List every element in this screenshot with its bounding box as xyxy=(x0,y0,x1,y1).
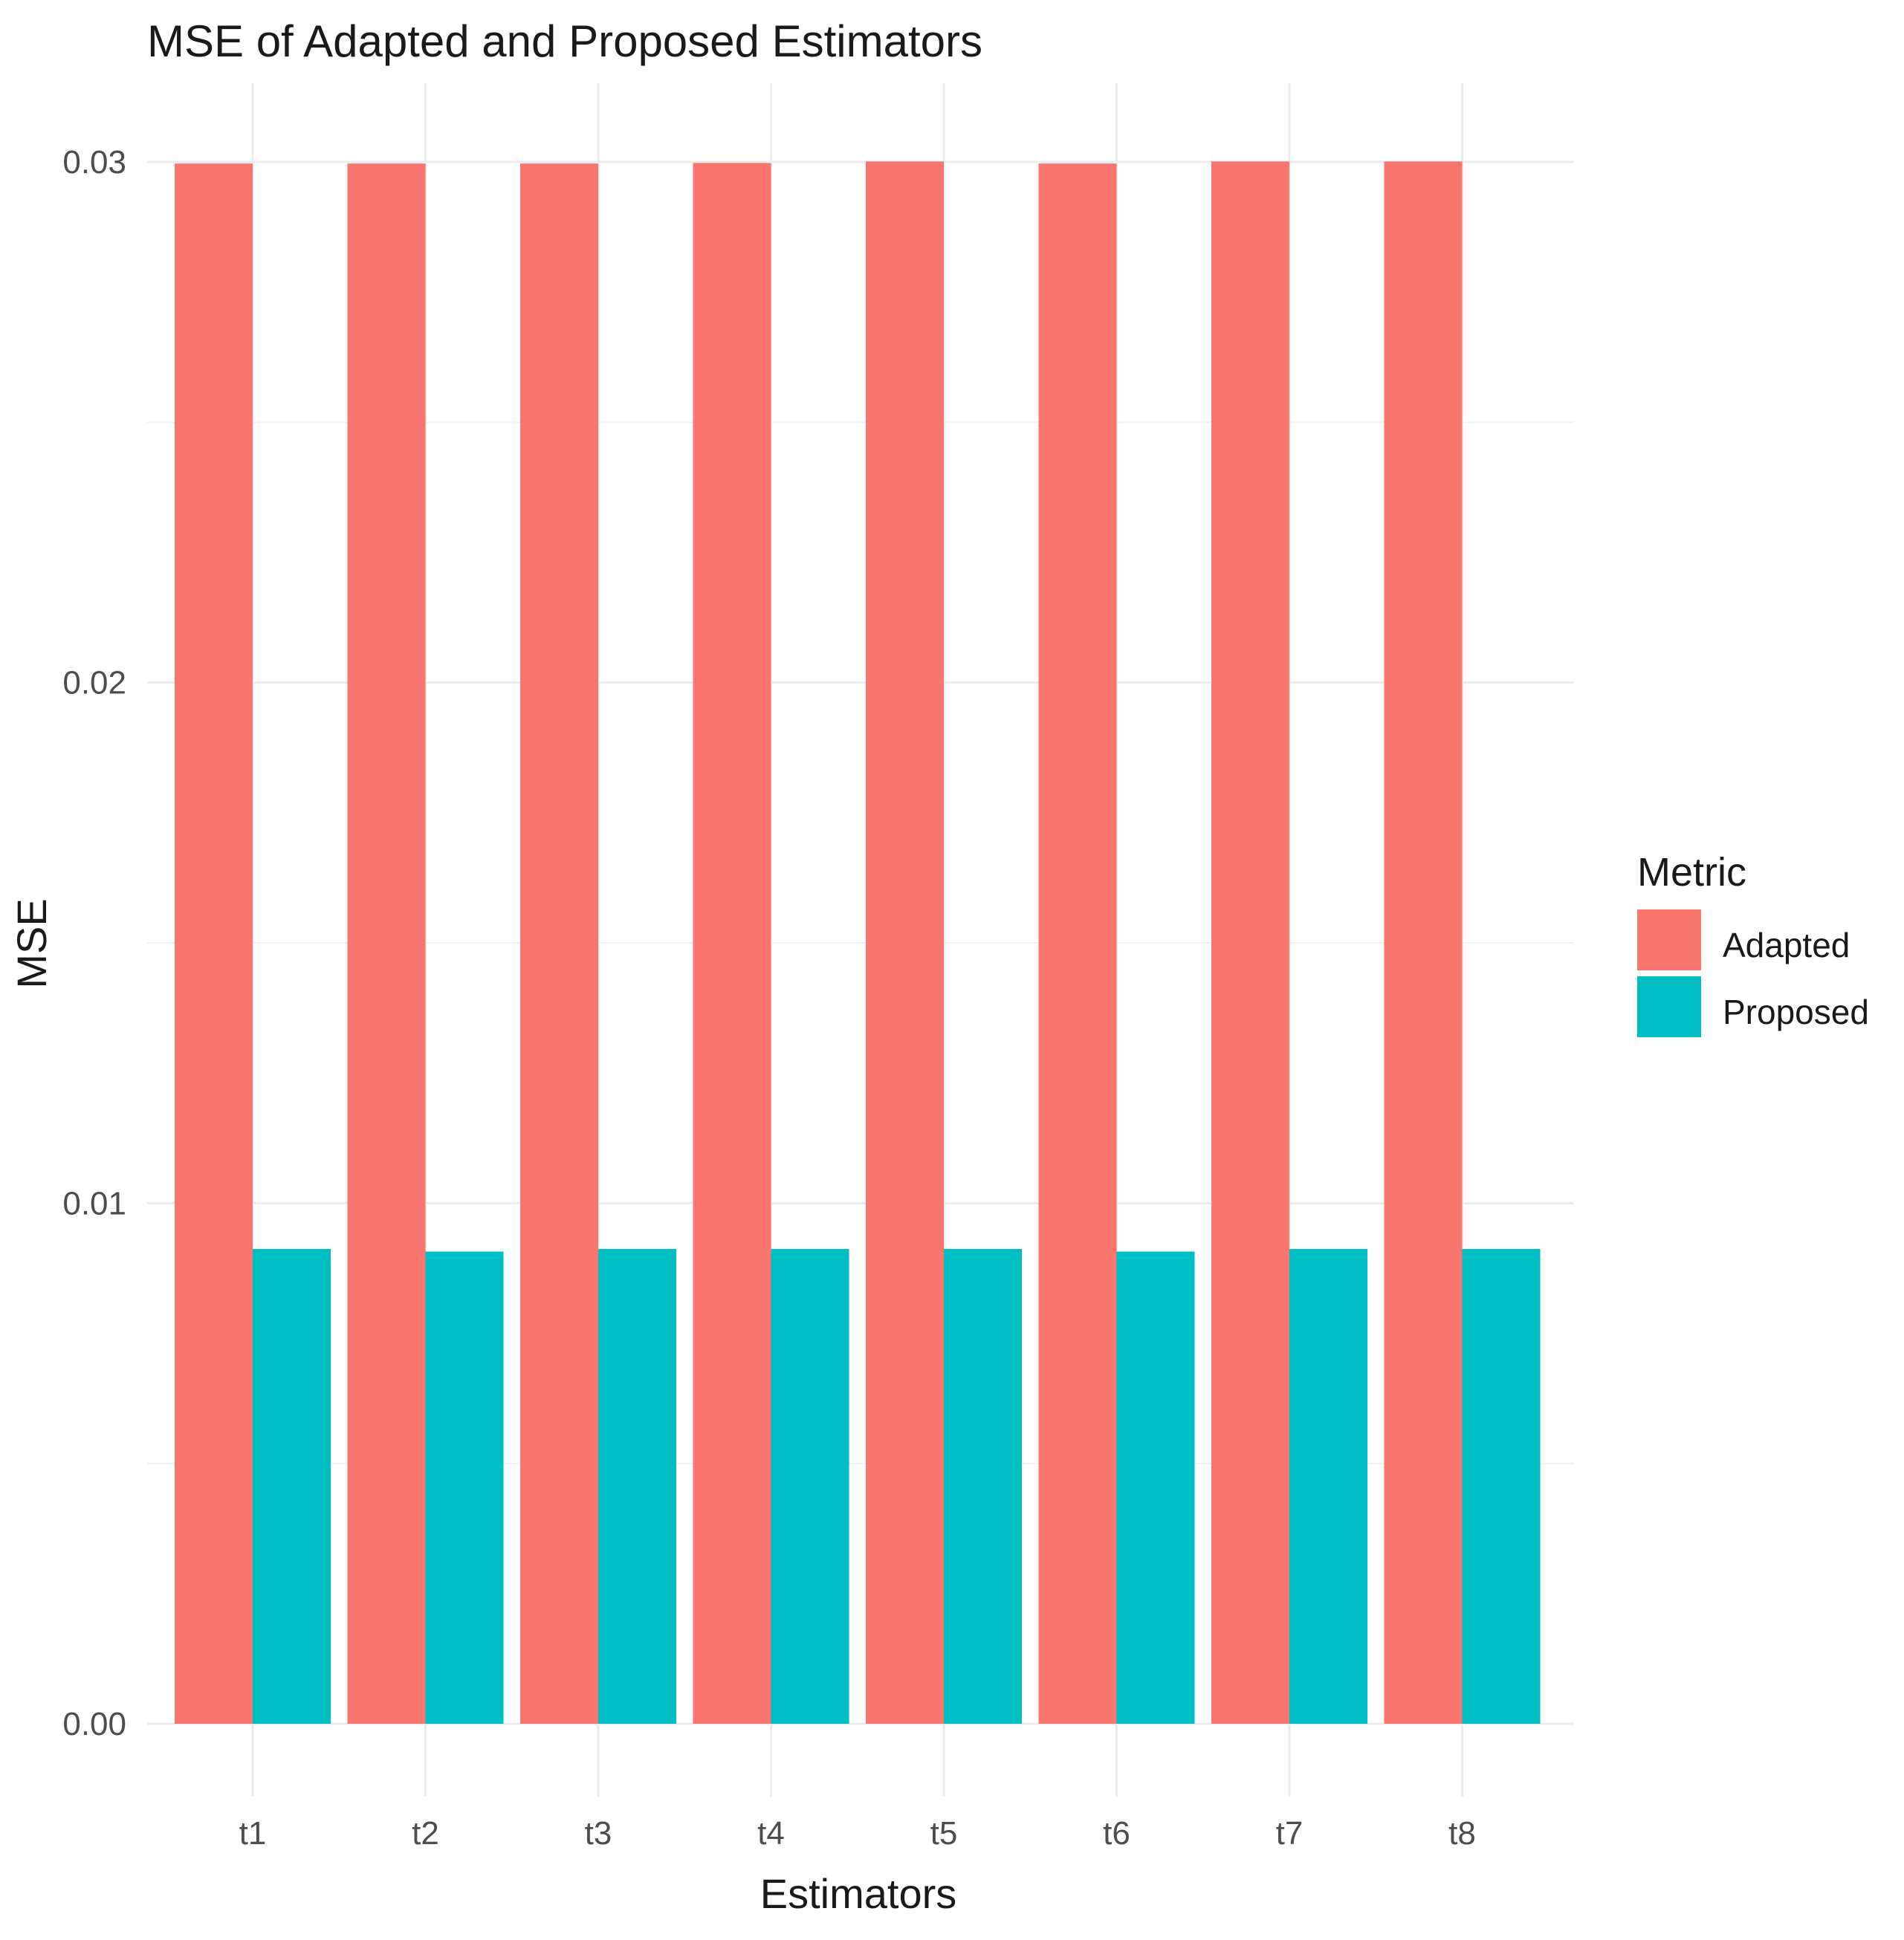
bar-proposed-t7 xyxy=(1289,1248,1367,1724)
bar-adapted-t4 xyxy=(693,163,771,1724)
x-tick-label: t7 xyxy=(1276,1815,1304,1852)
legend: Metric Adapted Proposed xyxy=(1637,850,1869,1037)
y-tick-label: 0.02 xyxy=(62,665,126,701)
bar-proposed-t4 xyxy=(771,1248,849,1724)
legend-title: Metric xyxy=(1637,850,1746,895)
x-tick-label: t3 xyxy=(585,1815,612,1852)
y-tick-label: 0.00 xyxy=(62,1706,126,1742)
bar-proposed-t6 xyxy=(1116,1251,1195,1724)
legend-swatch-proposed xyxy=(1637,976,1701,1037)
bar-adapted-t2 xyxy=(347,163,426,1724)
bar-proposed-t5 xyxy=(944,1248,1022,1724)
bar-adapted-t6 xyxy=(1038,163,1117,1724)
chart-title: MSE of Adapted and Proposed Estimators xyxy=(147,16,982,66)
bar-proposed-t3 xyxy=(598,1248,676,1724)
bar-adapted-t8 xyxy=(1384,161,1463,1725)
x-tick-label: t2 xyxy=(412,1815,439,1852)
legend-swatch-adapted xyxy=(1637,909,1701,970)
y-axis-ticks: 0.00 0.01 0.02 0.03 xyxy=(62,144,126,1742)
x-tick-label: t1 xyxy=(239,1815,267,1852)
bar-proposed-t1 xyxy=(253,1248,331,1724)
bars xyxy=(175,161,1541,1725)
x-axis-title: Estimators xyxy=(760,1870,957,1917)
bar-proposed-t8 xyxy=(1462,1248,1541,1724)
x-tick-label: t6 xyxy=(1103,1815,1130,1852)
y-tick-label: 0.03 xyxy=(62,144,126,181)
legend-label-proposed: Proposed xyxy=(1723,993,1869,1031)
x-axis-ticks: t1 t2 t3 t4 t5 t6 t7 t8 xyxy=(239,1815,1476,1852)
y-axis-title: MSE xyxy=(8,898,55,988)
x-tick-label: t4 xyxy=(757,1815,785,1852)
bar-adapted-t3 xyxy=(520,163,598,1724)
bar-proposed-t2 xyxy=(425,1251,504,1724)
y-tick-label: 0.01 xyxy=(62,1185,126,1222)
legend-label-adapted: Adapted xyxy=(1723,926,1850,964)
bar-adapted-t7 xyxy=(1211,161,1289,1725)
x-tick-label: t5 xyxy=(930,1815,958,1852)
bar-adapted-t1 xyxy=(175,163,253,1724)
x-tick-label: t8 xyxy=(1448,1815,1476,1852)
bar-adapted-t5 xyxy=(866,161,944,1725)
